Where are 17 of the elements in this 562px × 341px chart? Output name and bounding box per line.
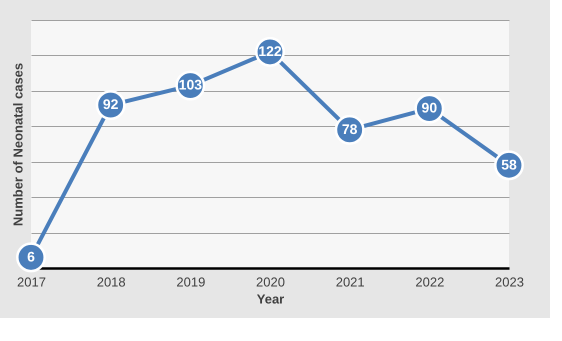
data-label: 92 — [102, 96, 119, 112]
x-tick-label: 2021 — [336, 274, 365, 290]
x-tick-label: 2023 — [495, 274, 524, 290]
x-tick-label: 2022 — [415, 274, 444, 290]
x-axis-title: Year — [256, 292, 284, 306]
y-axis-title: Number of Neonatal cases — [10, 62, 26, 226]
point — [16, 242, 46, 272]
x-tick-label: 2017 — [17, 274, 46, 290]
data-label: 90 — [422, 100, 438, 116]
data-label: 103 — [178, 76, 202, 93]
data-label: 78 — [342, 120, 358, 137]
data-label: 6 — [27, 248, 36, 264]
x-tick-label: 2019 — [176, 274, 206, 290]
x-tick-label: 2020 — [256, 274, 285, 290]
data-label: 122 — [258, 42, 282, 59]
x-tick-label: 2018 — [96, 274, 126, 290]
data-label: 58 — [501, 156, 517, 172]
